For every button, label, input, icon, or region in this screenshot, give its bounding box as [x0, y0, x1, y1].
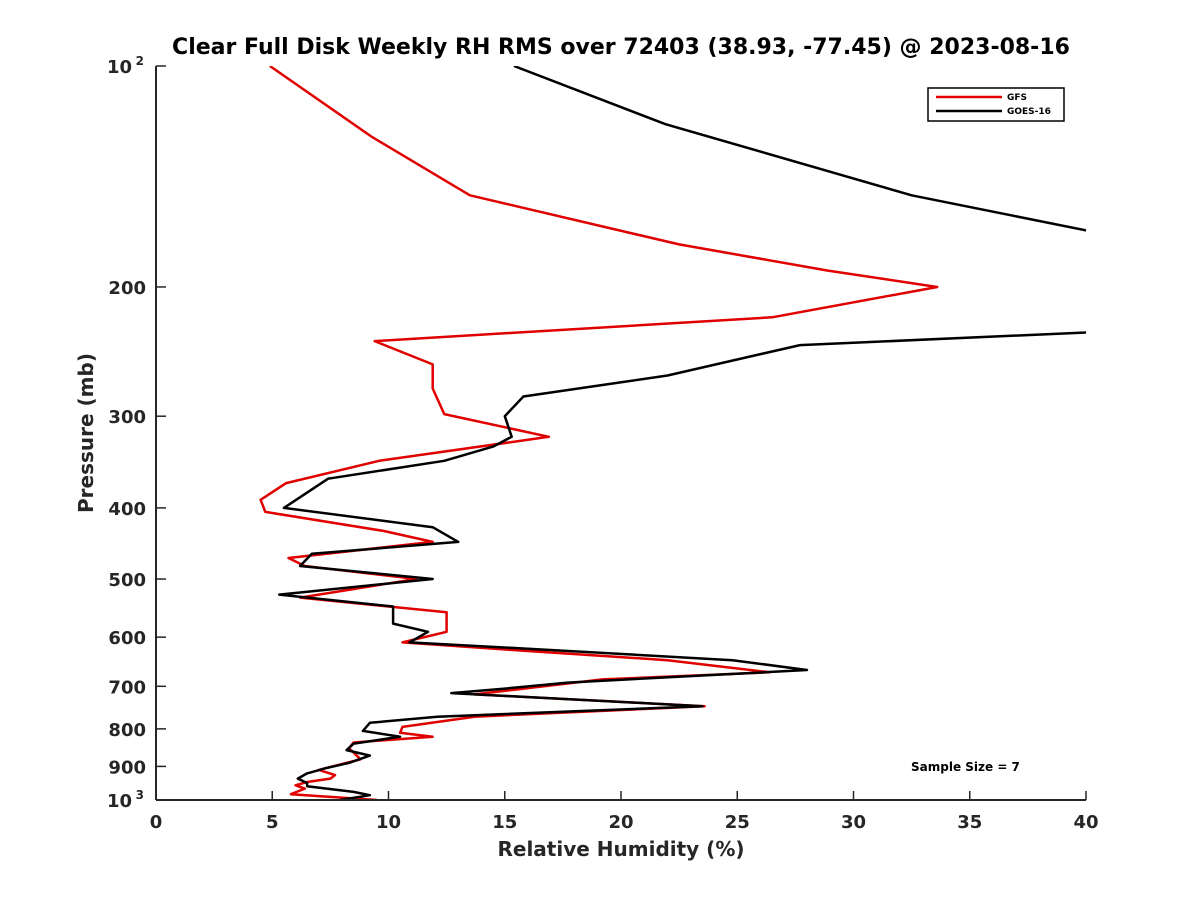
y-tick-label: 300	[108, 407, 146, 428]
series-line-goes16	[277, 66, 1086, 800]
x-tick-label: 5	[266, 812, 279, 833]
y-tick-label: 200	[108, 278, 146, 299]
y-tick-label: 600	[108, 628, 146, 649]
x-tick-label: 25	[725, 812, 750, 833]
series-layer	[259, 66, 1086, 800]
x-tick-label: 0	[150, 812, 163, 833]
chart-title: Clear Full Disk Weekly RH RMS over 72403…	[172, 35, 1070, 60]
y-tick-label: 900	[108, 757, 146, 778]
y-tick-label: 800	[108, 720, 146, 741]
y-axis-label: Pressure (mb)	[74, 353, 98, 513]
y-tick-exponent: 2	[136, 54, 144, 68]
y-tick-label: 700	[108, 677, 146, 698]
x-tick-label: 15	[492, 812, 517, 833]
plot-area: 0 5 10 15 20 25 30 35 40 10 2 200 300 400 500 600 700 80…	[107, 54, 1099, 833]
legend-box	[927, 87, 1065, 122]
legend-label-goes16: GOES-16	[1007, 107, 1051, 117]
legend: GFS GOES-16	[927, 87, 1065, 122]
y-tick-label: 10	[107, 57, 132, 78]
x-tick-label: 40	[1073, 812, 1098, 833]
x-ticks: 0 5 10 15 20 25 30 35 40	[150, 791, 1099, 833]
legend-label-gfs: GFS	[1007, 93, 1027, 103]
x-tick-label: 30	[841, 812, 866, 833]
x-tick-label: 35	[957, 812, 982, 833]
y-tick-exponent: 3	[136, 788, 144, 802]
y-tick-label: 500	[108, 570, 146, 591]
x-tick-label: 20	[608, 812, 633, 833]
x-tick-label: 10	[376, 812, 401, 833]
y-ticks: 10 2 200 300 400 500 600 700 800 900 10 3	[107, 54, 166, 812]
series-line-gfs	[259, 66, 939, 800]
x-axis-label: Relative Humidity (%)	[497, 837, 744, 861]
sample-size-annotation: Sample Size = 7	[911, 760, 1020, 774]
y-tick-label: 400	[108, 499, 146, 520]
y-tick-label: 10	[107, 791, 132, 812]
